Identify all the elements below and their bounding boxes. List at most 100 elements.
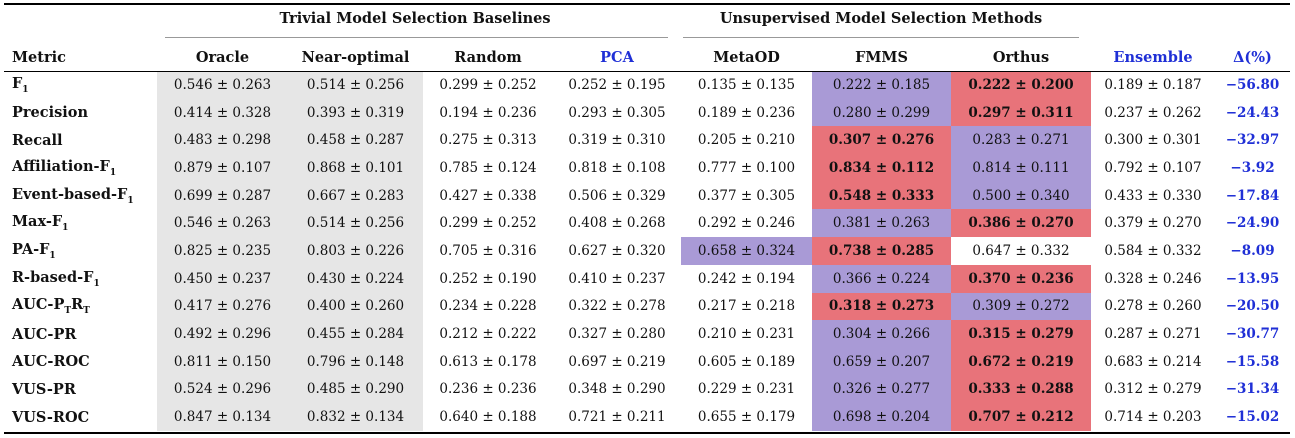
cell-fmms: 0.548 ± 0.333 xyxy=(812,181,951,210)
row-metric-label: AUC-PR xyxy=(4,320,157,348)
cell-orthus: 0.814 ± 0.111 xyxy=(951,154,1091,182)
cell-ensemble: 0.683 ± 0.214 xyxy=(1104,353,1202,370)
metric-name-part2: R xyxy=(71,296,84,314)
cell-delta: −32.97 xyxy=(1225,132,1280,149)
header-rule xyxy=(4,71,1290,72)
cell-oracle: 0.546 ± 0.263 xyxy=(157,71,288,99)
metric-subscript: 1 xyxy=(62,223,69,234)
metric-name: Recall xyxy=(12,131,63,149)
table-body: F1 0.546 ± 0.263 0.514 ± 0.256 0.299 ± 0.25… xyxy=(4,71,1290,431)
row-metric-label: VUS-ROC xyxy=(4,403,157,431)
cell-random: 0.785 ± 0.124 xyxy=(439,159,537,176)
row-metric-label: AUC-PTRT xyxy=(4,293,157,321)
metric-name: AUC-PR xyxy=(12,325,77,343)
cell-near-optimal: 0.455 ± 0.284 xyxy=(288,320,423,348)
cell-orthus: 0.500 ± 0.340 xyxy=(951,181,1091,210)
row-metric-label: Affiliation-F1 xyxy=(4,154,157,182)
cell-near-optimal: 0.458 ± 0.287 xyxy=(288,126,423,155)
table-row: PA-F1 0.825 ± 0.235 0.803 ± 0.226 0.705 ± 0… xyxy=(4,237,1290,265)
cell-oracle: 0.879 ± 0.107 xyxy=(157,154,288,182)
cell-near-optimal: 0.832 ± 0.134 xyxy=(288,403,423,431)
row-metric-label: Event-based-F1 xyxy=(4,182,157,210)
metric-subscript: 1 xyxy=(22,84,29,95)
metric-name: R-based-F xyxy=(12,268,94,286)
cell-oracle: 0.483 ± 0.298 xyxy=(157,126,288,155)
group-rule-baselines xyxy=(165,37,668,38)
col-header-oracle: Oracle xyxy=(195,49,250,66)
table-row: Precision 0.414 ± 0.328 0.393 ± 0.319 0.194… xyxy=(4,98,1290,127)
group-header-methods: Unsupervised Model Selection Methods xyxy=(719,10,1043,27)
cell-near-optimal: 0.868 ± 0.101 xyxy=(288,154,423,182)
metric-name: Precision xyxy=(12,104,88,122)
table-row: F1 0.546 ± 0.263 0.514 ± 0.256 0.299 ± 0.25… xyxy=(4,71,1290,99)
metric-name: Affiliation-F xyxy=(12,157,110,175)
metric-name: AUC-P xyxy=(12,296,65,314)
cell-pca: 0.322 ± 0.278 xyxy=(568,298,666,315)
metric-name: AUC-ROC xyxy=(12,353,90,371)
metric-subscript: 1 xyxy=(49,250,56,261)
group-header-baselines: Trivial Model Selection Baselines xyxy=(279,10,551,27)
cell-delta: −56.80 xyxy=(1225,76,1280,93)
row-metric-label: Precision xyxy=(4,99,157,127)
row-metric-label: Max-F1 xyxy=(4,209,157,237)
col-header-near-optimal: Near-optimal xyxy=(301,49,410,66)
row-metric-label: F1 xyxy=(4,71,157,99)
cell-orthus: 0.297 ± 0.311 xyxy=(951,98,1091,127)
column-header-row: Metric Oracle Near-optimal Random PCA Me… xyxy=(4,44,1290,71)
cell-random: 0.427 ± 0.338 xyxy=(439,187,537,204)
row-metric-label: Recall xyxy=(4,126,157,154)
cell-orthus: 0.672 ± 0.219 xyxy=(951,347,1091,376)
cell-oracle: 0.546 ± 0.263 xyxy=(157,209,288,238)
metric-subscript: 1 xyxy=(127,195,134,206)
cell-metaod: 0.242 ± 0.194 xyxy=(697,270,796,287)
cell-oracle: 0.699 ± 0.287 xyxy=(157,181,288,210)
cell-fmms: 0.326 ± 0.277 xyxy=(812,375,951,404)
cell-random: 0.212 ± 0.222 xyxy=(439,326,537,343)
cell-delta: −31.34 xyxy=(1225,381,1280,398)
cell-orthus: 0.386 ± 0.270 xyxy=(951,209,1091,238)
cell-delta: −15.02 xyxy=(1225,409,1280,426)
cell-metaod: 0.605 ± 0.189 xyxy=(697,353,796,370)
cell-metaod: 0.135 ± 0.135 xyxy=(697,76,796,93)
table-row: VUS-ROC 0.847 ± 0.134 0.832 ± 0.134 0.640 ±… xyxy=(4,403,1290,431)
cell-ensemble: 0.287 ± 0.271 xyxy=(1104,326,1202,343)
table-row: Event-based-F1 0.699 ± 0.287 0.667 ± 0.283… xyxy=(4,181,1290,210)
cell-random: 0.234 ± 0.228 xyxy=(439,298,537,315)
cell-pca: 0.252 ± 0.195 xyxy=(568,76,666,93)
cell-ensemble: 0.792 ± 0.107 xyxy=(1104,159,1202,176)
group-rule-methods xyxy=(683,37,1079,38)
cell-ensemble: 0.237 ± 0.262 xyxy=(1104,104,1202,121)
cell-near-optimal: 0.400 ± 0.260 xyxy=(288,292,423,321)
cell-near-optimal: 0.485 ± 0.290 xyxy=(288,375,423,404)
cell-orthus: 0.309 ± 0.272 xyxy=(951,292,1091,321)
cell-metaod: 0.655 ± 0.179 xyxy=(697,409,796,426)
cell-random: 0.299 ± 0.252 xyxy=(439,215,537,232)
col-header-orthus: Orthus xyxy=(992,49,1050,66)
cell-metaod: 0.777 ± 0.100 xyxy=(697,159,796,176)
cell-delta: −17.84 xyxy=(1225,187,1280,204)
col-header-metric: Metric xyxy=(12,49,66,66)
cell-pca: 0.410 ± 0.237 xyxy=(568,270,666,287)
table-row: AUC-PTRT 0.417 ± 0.276 0.400 ± 0.260 0.234 … xyxy=(4,292,1290,321)
row-metric-label: R-based-F1 xyxy=(4,265,157,293)
top-rule xyxy=(4,3,1290,5)
metric-name: Event-based-F xyxy=(12,185,128,203)
cell-metaod: 0.210 ± 0.231 xyxy=(697,326,796,343)
row-metric-label: AUC-ROC xyxy=(4,348,157,376)
cell-oracle: 0.847 ± 0.134 xyxy=(157,403,288,431)
cell-ensemble: 0.312 ± 0.279 xyxy=(1104,381,1202,398)
table-row: Max-F1 0.546 ± 0.263 0.514 ± 0.256 0.299 ± … xyxy=(4,209,1290,238)
cell-delta: −24.90 xyxy=(1225,215,1280,232)
cell-delta: −30.77 xyxy=(1225,326,1280,343)
cell-ensemble: 0.328 ± 0.246 xyxy=(1104,270,1202,287)
cell-pca: 0.818 ± 0.108 xyxy=(568,159,666,176)
cell-metaod: 0.292 ± 0.246 xyxy=(697,215,796,232)
table-row: Affiliation-F1 0.879 ± 0.107 0.868 ± 0.101… xyxy=(4,154,1290,182)
cell-orthus: 0.222 ± 0.200 xyxy=(951,71,1091,99)
table-row: Recall 0.483 ± 0.298 0.458 ± 0.287 0.275 ± … xyxy=(4,126,1290,155)
results-table: Metric Oracle Near-optimal Random PCA Me… xyxy=(4,44,1290,431)
cell-ensemble: 0.278 ± 0.260 xyxy=(1104,298,1202,315)
cell-near-optimal: 0.514 ± 0.256 xyxy=(288,209,423,238)
cell-near-optimal: 0.667 ± 0.283 xyxy=(288,181,423,210)
cell-ensemble: 0.300 ± 0.301 xyxy=(1104,132,1202,149)
